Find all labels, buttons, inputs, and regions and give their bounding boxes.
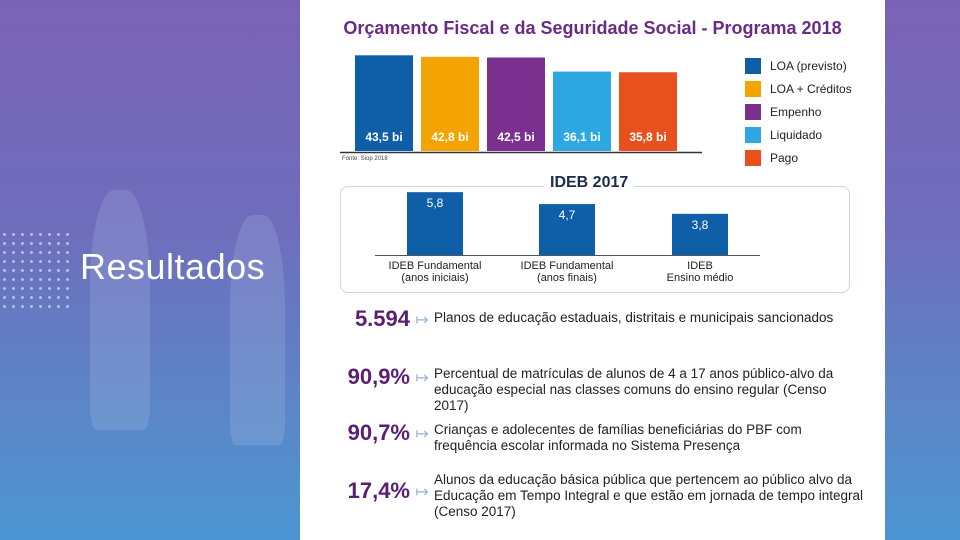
budget-bar-chart: 43,5 bi 42,8 bi 42,5 bi 36,1 bi 35,8 bi	[340, 55, 702, 154]
budget-bar	[355, 55, 413, 151]
stat-value: 90,9%	[347, 364, 410, 389]
ideb-bar-value-label: 4,7	[559, 208, 576, 222]
legend-item: LOA (previsto)	[745, 54, 852, 77]
arrow-right-icon: ↦	[415, 312, 429, 329]
stat-description: Percentual de matrículas de alunos de 4 …	[434, 366, 834, 413]
stat-value: 90,7%	[347, 420, 410, 445]
budget-bar	[487, 57, 545, 151]
legend-swatch	[745, 150, 761, 167]
ideb-category-label: IDEB Fundamental	[389, 260, 482, 272]
background-figure	[230, 215, 285, 445]
ideb-bar	[539, 204, 595, 255]
budget-bar-value-label: 36,1 bi	[563, 130, 600, 144]
arrow-right-icon: ↦	[415, 426, 429, 443]
budget-bar-value-label: 43,5 bi	[365, 130, 402, 144]
budget-bar	[421, 56, 479, 152]
legend-item: LOA + Créditos	[745, 77, 852, 100]
stat-row: 17,4% ↦ Alunos da educação básica pública …	[300, 468, 864, 520]
legend-label: Liquidado	[770, 128, 823, 143]
legend-swatch	[745, 80, 761, 97]
budget-bar	[619, 72, 677, 151]
legend-label: LOA + Créditos	[770, 81, 852, 96]
budget-bar-value-label: 42,8 bi	[431, 130, 468, 144]
ideb-category-label: Ensino médio	[667, 272, 734, 284]
legend-label: LOA (previsto)	[770, 58, 847, 73]
legend-label: Pago	[770, 151, 799, 166]
slide-title: Resultados	[80, 246, 266, 287]
budget-bar	[553, 71, 611, 151]
budget-bar-value-label: 35,8 bi	[629, 130, 666, 144]
stat-value: 17,4%	[347, 478, 410, 503]
background-figure	[90, 190, 150, 430]
budget-chart-title: Orçamento Fiscal e da Seguridade Social …	[343, 18, 842, 38]
ideb-bar	[672, 213, 728, 255]
arrow-right-icon: ↦	[415, 370, 429, 387]
legend-swatch	[745, 57, 761, 74]
legend-item: Pago	[745, 147, 852, 170]
decorative-dot-grid	[0, 230, 70, 312]
content-panel: Orçamento Fiscal e da Seguridade Social …	[300, 0, 885, 540]
legend-item: Liquidado	[745, 124, 852, 147]
stat-description: Alunos da educação básica pública que pe…	[434, 472, 864, 519]
ideb-category-label: (anos iniciais)	[401, 272, 468, 284]
ideb-category-label: IDEB Fundamental	[521, 260, 614, 272]
stat-value: 5.594	[354, 306, 410, 331]
legend-label: Empenho	[770, 104, 822, 119]
ideb-chart-title: IDEB 2017	[544, 174, 635, 192]
legend-swatch	[745, 103, 761, 120]
stat-row: 90,9% ↦ Percentual de matrículas de alunos…	[300, 362, 864, 414]
budget-bar-value-label: 42,5 bi	[497, 130, 534, 144]
legend-swatch	[745, 127, 761, 144]
legend-item: Empenho	[745, 100, 852, 123]
stat-description: Planos de educação estaduais, distritais…	[434, 310, 834, 325]
arrow-right-icon: ↦	[415, 484, 429, 501]
ideb-bar	[407, 192, 463, 255]
stat-description: Crianças e adolecentes de famílias benef…	[434, 422, 802, 453]
ideb-bar-value-label: 3,8	[692, 218, 709, 232]
stat-row: 90,7% ↦ Crianças e adolecentes de famílias…	[300, 418, 864, 454]
budget-chart-legend: LOA (previsto) LOA + Créditos Empenho Liqui…	[745, 54, 852, 170]
stat-row: 5.594 ↦ Planos de educação estaduais, dist…	[300, 306, 864, 332]
budget-chart-source: Fonte: Siop 2018	[342, 156, 388, 162]
ideb-category-label: (anos finais)	[537, 272, 597, 284]
ideb-category-label: IDEB	[687, 260, 713, 272]
ideb-bar-value-label: 5,8	[427, 196, 444, 210]
